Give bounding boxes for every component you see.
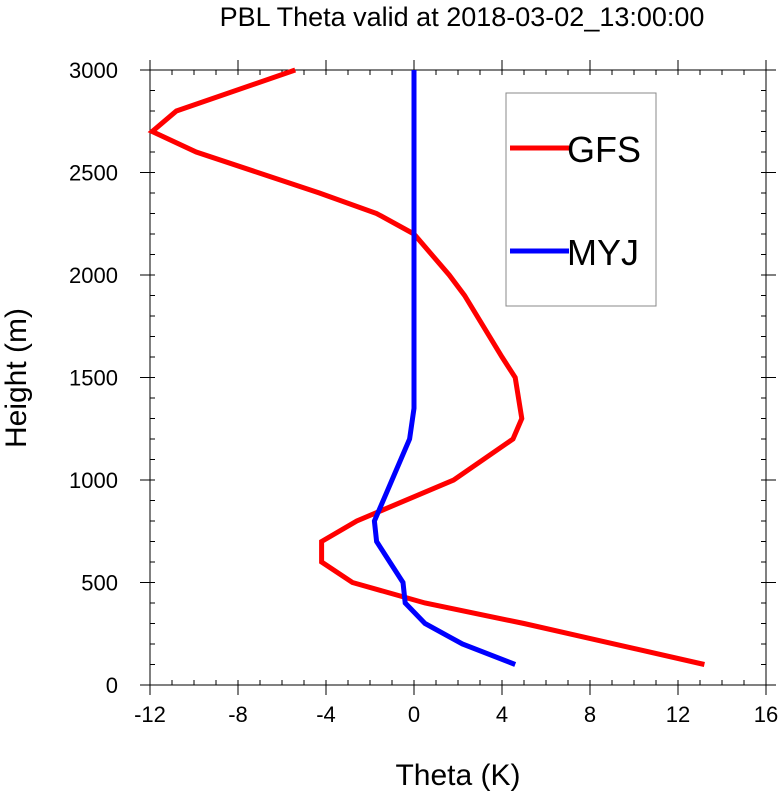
x-tick-label: 12 bbox=[666, 702, 690, 727]
y-tick-label: 0 bbox=[106, 673, 118, 698]
x-tick-label: 4 bbox=[496, 702, 508, 727]
series-lines bbox=[147, 67, 705, 667]
y-tick-label: 1500 bbox=[69, 366, 118, 391]
legend: GFS MYJ bbox=[505, 92, 657, 307]
x-tick-label: 8 bbox=[584, 702, 596, 727]
major-ticks bbox=[140, 60, 776, 695]
x-tick-label: 16 bbox=[754, 702, 778, 727]
plot-frame bbox=[149, 69, 767, 686]
series-line-myj bbox=[371, 70, 517, 667]
x-tick-label: -4 bbox=[316, 702, 336, 727]
legend-box bbox=[505, 92, 657, 307]
legend-label-gfs: GFS bbox=[567, 129, 641, 170]
legend-label-myj: MYJ bbox=[567, 232, 639, 273]
x-tick-label: -12 bbox=[134, 702, 166, 727]
y-tick-label: 500 bbox=[81, 571, 118, 596]
y-tick-label: 3000 bbox=[69, 58, 118, 83]
y-tick-label: 2500 bbox=[69, 161, 118, 186]
chart-title: PBL Theta valid at 2018-03-02_13:00:00 bbox=[220, 2, 705, 32]
x-tick-label: -8 bbox=[228, 702, 248, 727]
y-tick-label: 1000 bbox=[69, 468, 118, 493]
y-tick-label: 2000 bbox=[69, 263, 118, 288]
y-axis-label: Height (m) bbox=[0, 308, 33, 448]
tick-labels: -12 -8 -4 0 4 8 12 16 0 500 1000 1500 2000 2500 3000 bbox=[69, 58, 778, 727]
x-axis-label: Theta (K) bbox=[395, 759, 520, 792]
minor-ticks bbox=[149, 69, 767, 686]
series-line-gfs bbox=[147, 67, 705, 667]
x-tick-label: 0 bbox=[408, 702, 420, 727]
